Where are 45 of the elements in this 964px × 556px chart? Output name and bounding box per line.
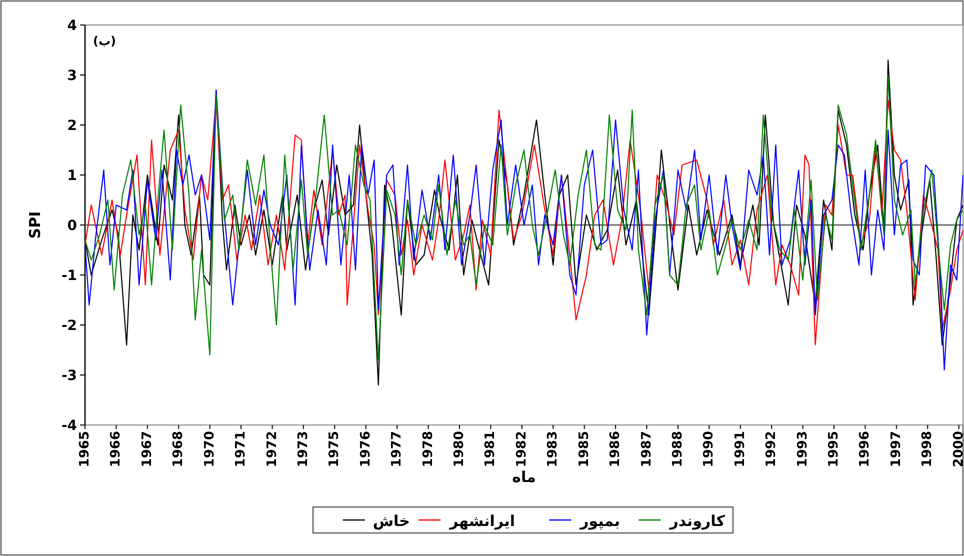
x-axis-title: ماه xyxy=(512,468,536,486)
x-tick-label: 1970 xyxy=(202,431,218,468)
x-tick-label: 1985 xyxy=(576,431,592,468)
x-tick-label: 1978 xyxy=(420,431,436,468)
x-tick-label: 1996 xyxy=(858,431,873,468)
y-tick-label: -3 xyxy=(61,368,77,384)
legend-label: خاش xyxy=(372,512,410,530)
x-tick-label: 1992 xyxy=(764,431,780,468)
x-tick-label: 1966 xyxy=(108,431,124,468)
y-tick-label: 3 xyxy=(67,68,77,84)
x-tick-label: 1977 xyxy=(390,431,405,468)
y-axis-title: SPI xyxy=(26,211,44,239)
x-tick-label: 1991 xyxy=(732,431,748,468)
y-tick-label: 2 xyxy=(67,118,77,134)
legend-label: ایرانشهر xyxy=(448,512,515,530)
x-tick-label: 1983 xyxy=(546,431,561,468)
y-tick-label: -2 xyxy=(61,318,77,334)
x-tick-label: 1990 xyxy=(702,431,717,468)
y-tick-label: -4 xyxy=(61,418,78,434)
x-tick-label: 1968 xyxy=(171,431,186,468)
y-tick-label: 0 xyxy=(67,218,78,234)
x-tick-label: 2000 xyxy=(951,431,964,468)
y-tick-label: 1 xyxy=(67,168,77,184)
x-tick-label: 1971 xyxy=(234,431,249,468)
x-tick-label: 1965 xyxy=(78,431,92,468)
legend-label: کاروندر xyxy=(668,512,726,530)
y-tick-label: -1 xyxy=(61,268,77,284)
x-tick-label: 1975 xyxy=(327,431,342,468)
x-tick-label: 1997 xyxy=(888,431,904,468)
x-tick-label: 1982 xyxy=(514,431,530,468)
x-tick-label: 1998 xyxy=(920,431,936,468)
y-tick-label: 4 xyxy=(67,18,78,34)
x-tick-label: 1973 xyxy=(296,431,311,468)
legend-label: بمپور xyxy=(579,512,620,530)
x-tick-label: 1993 xyxy=(795,431,810,468)
x-tick-label: 1986 xyxy=(608,431,624,468)
x-tick-label: 1995 xyxy=(826,431,842,468)
annotation: (ب) xyxy=(93,34,116,48)
x-tick-label: 1967 xyxy=(140,431,155,468)
x-tick-label: 1988 xyxy=(670,431,686,468)
x-tick-label: 1976 xyxy=(358,431,374,468)
x-tick-label: 1981 xyxy=(483,431,498,468)
x-tick-label: 1972 xyxy=(264,431,280,468)
x-tick-label: 1987 xyxy=(639,431,654,468)
x-tick-label: 1980 xyxy=(452,431,467,468)
